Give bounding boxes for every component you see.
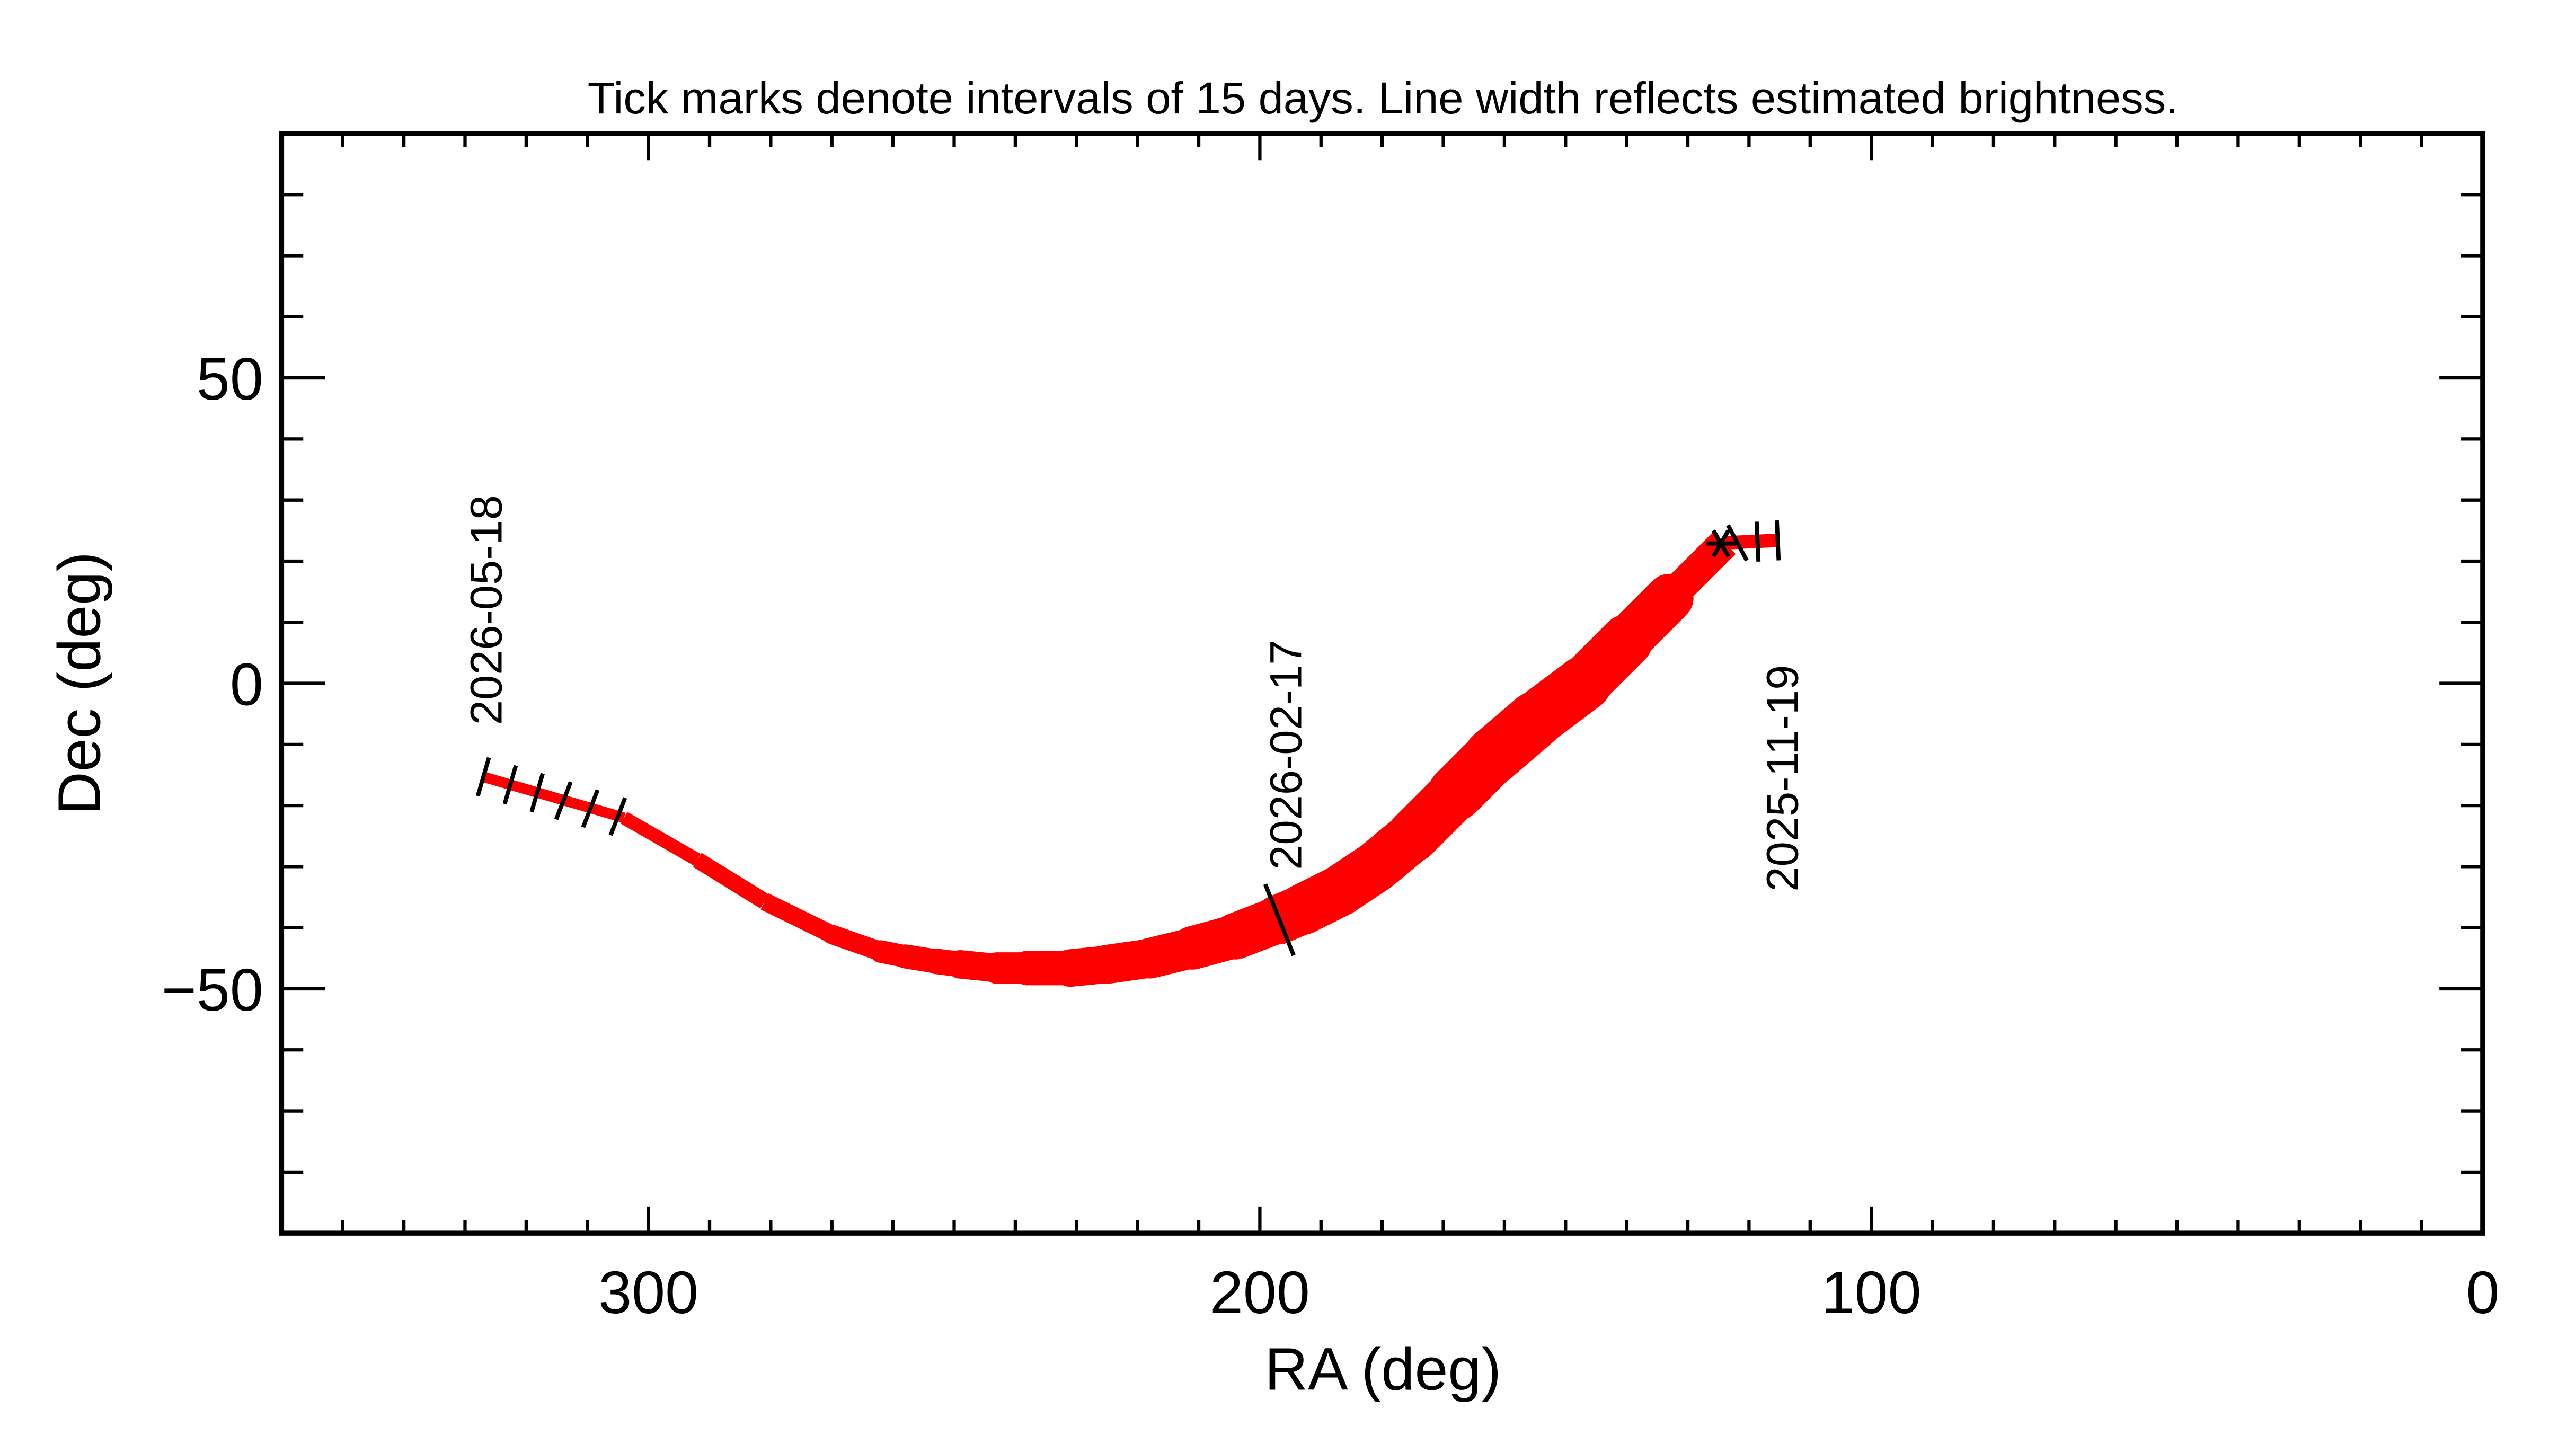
interval-tick bbox=[608, 797, 627, 836]
interval-tick bbox=[502, 765, 518, 805]
date-label: 2026-02-17 bbox=[1261, 640, 1311, 870]
x-axis-label: RA (deg) bbox=[1264, 1336, 1501, 1403]
track-segment bbox=[822, 924, 891, 962]
x-tick-label: 0 bbox=[2466, 1259, 2499, 1326]
axes: 300 200 100 0 50 0 −50 bbox=[162, 131, 2499, 1326]
y-tick-label: 0 bbox=[230, 651, 263, 718]
y-tick-label: −50 bbox=[162, 956, 263, 1023]
y-axis-label: Dec (deg) bbox=[46, 552, 113, 815]
track-segment bbox=[482, 772, 626, 823]
interval-tick bbox=[529, 773, 545, 813]
x-tick-label: 300 bbox=[598, 1259, 698, 1326]
asterisk-stroke bbox=[1711, 529, 1730, 558]
track-segment bbox=[760, 893, 836, 943]
track-segment bbox=[621, 812, 701, 866]
interval-tick bbox=[475, 757, 491, 797]
x-tick-label: 200 bbox=[1210, 1259, 1310, 1326]
interval-tick bbox=[1263, 883, 1296, 956]
date-labels: 2026-05-18 2026-02-17 2025-11-19 bbox=[461, 495, 1807, 892]
plot-frame bbox=[279, 131, 2485, 1236]
current-position-asterisk-icon bbox=[1706, 529, 1736, 558]
interval-tick bbox=[581, 789, 600, 828]
track-segment bbox=[693, 853, 769, 909]
chart-title: Tick marks denote intervals of 15 days. … bbox=[588, 73, 2179, 123]
interval-tick bbox=[1726, 524, 1749, 562]
interval-ticks bbox=[475, 520, 1781, 956]
track bbox=[482, 532, 1778, 987]
x-tick-label: 100 bbox=[1821, 1259, 1922, 1326]
date-label: 2025-11-19 bbox=[1757, 665, 1808, 892]
date-label: 2026-05-18 bbox=[461, 495, 511, 725]
y-tick-label: 50 bbox=[197, 346, 263, 412]
interval-tick bbox=[554, 781, 573, 820]
interval-tick bbox=[1754, 521, 1761, 562]
interval-tick bbox=[1774, 520, 1781, 561]
